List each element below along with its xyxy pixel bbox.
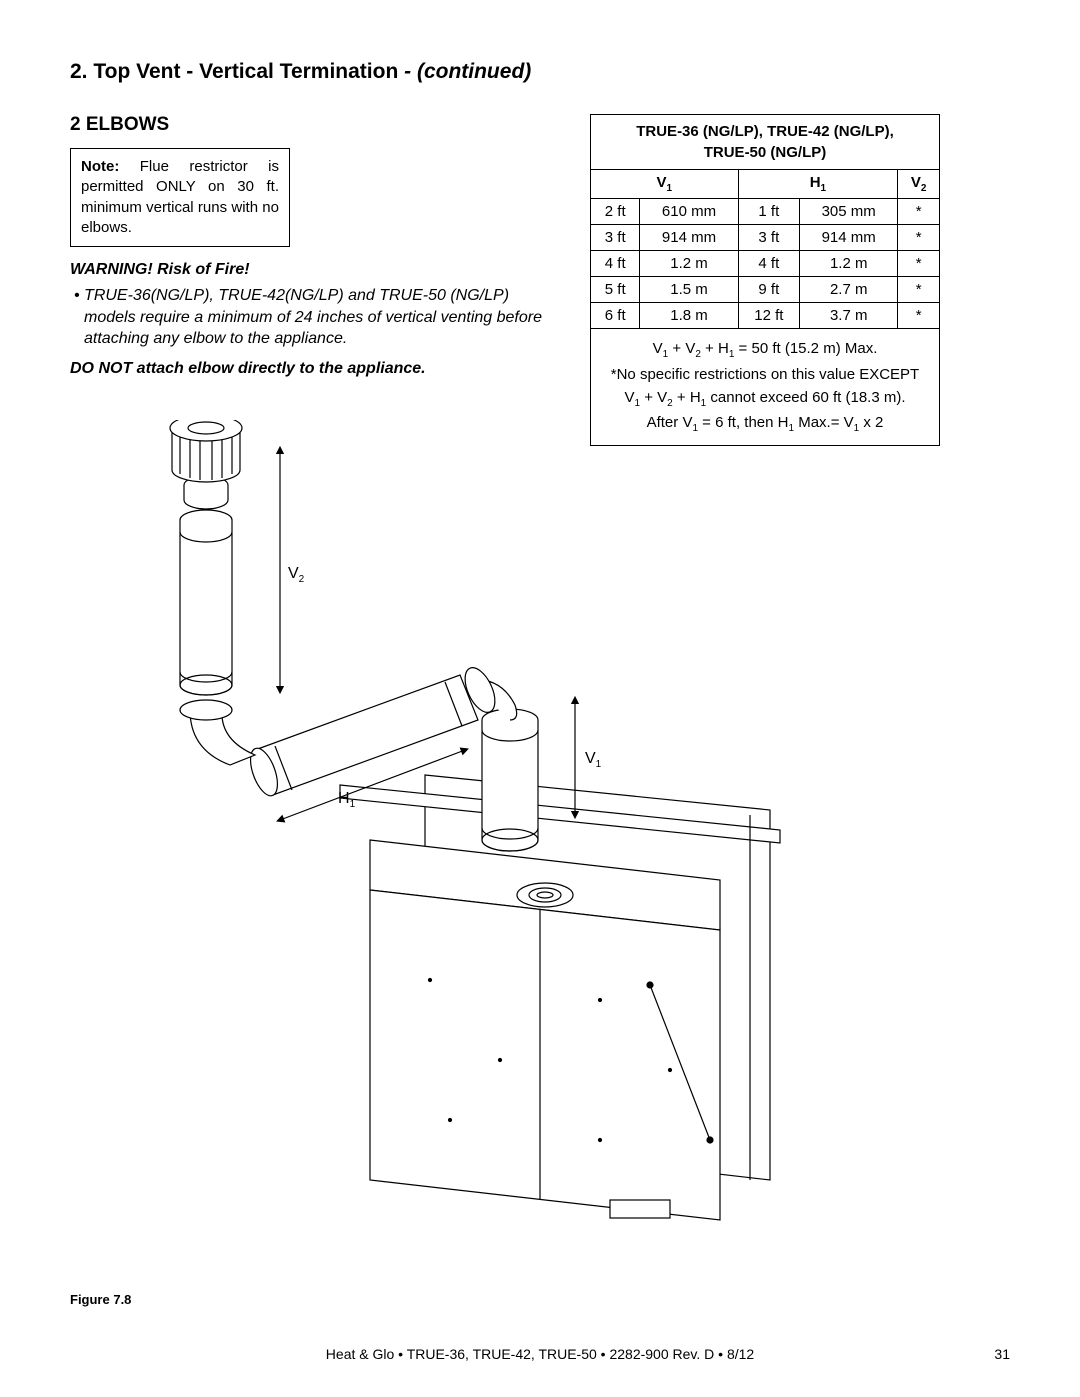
- table-caption: TRUE-36 (NG/LP), TRUE-42 (NG/LP), TRUE-5…: [590, 114, 940, 169]
- col-v1: V1: [591, 170, 739, 199]
- caption-line1: TRUE-36 (NG/LP), TRUE-42 (NG/LP),: [636, 123, 894, 140]
- figure-caption: Figure 7.8: [70, 1292, 131, 1307]
- page: 2. Top Vent - Vertical Termination - (co…: [0, 0, 1080, 1397]
- diagram-svg: [70, 420, 830, 1260]
- col-h1: H1: [738, 170, 898, 199]
- vent-dimensions-table: V1 H1 V2 2 ft610 mm1 ft305 mm* 3 ft914 m…: [590, 169, 940, 329]
- caption-line2: TRUE-50 (NG/LP): [704, 144, 827, 161]
- do-not-text: DO NOT attach elbow directly to the appl…: [70, 360, 560, 378]
- col-v2: V2: [898, 170, 940, 199]
- header-row: V1 H1 V2: [591, 170, 940, 199]
- note-label: Note:: [81, 158, 119, 175]
- label-h1: H1: [338, 790, 355, 810]
- table-row: 6 ft1.8 m12 ft3.7 m*: [591, 303, 940, 329]
- title-main: 2. Top Vent - Vertical Termination: [70, 60, 404, 83]
- table-row: 5 ft1.5 m9 ft2.7 m*: [591, 277, 940, 303]
- subheading-elbows: 2 ELBOWS: [70, 114, 560, 136]
- table-row: 3 ft914 mm3 ft914 mm*: [591, 225, 940, 251]
- note-box: Note: Flue restrictor is permitted ONLY …: [70, 148, 290, 247]
- section-title: 2. Top Vent - Vertical Termination - (co…: [70, 60, 1010, 84]
- left-column: 2 ELBOWS Note: Flue restrictor is permit…: [70, 114, 560, 446]
- table-row: 2 ft610 mm1 ft305 mm*: [591, 199, 940, 225]
- table-row: 4 ft1.2 m4 ft1.2 m*: [591, 251, 940, 277]
- bullet-text: TRUE-36(NG/LP), TRUE-42(NG/LP) and TRUE-…: [70, 285, 560, 350]
- label-v2: V2: [288, 565, 304, 585]
- title-continued: - (continued): [404, 60, 531, 83]
- label-v1: V1: [585, 750, 601, 770]
- two-column-layout: 2 ELBOWS Note: Flue restrictor is permit…: [70, 114, 1010, 446]
- page-footer: Heat & Glo • TRUE-36, TRUE-42, TRUE-50 •…: [0, 1346, 1080, 1362]
- warning-heading: WARNING! Risk of Fire!: [70, 261, 560, 279]
- vent-diagram: V2 H1 V1: [70, 420, 830, 1260]
- page-number: 31: [994, 1346, 1010, 1362]
- right-column: TRUE-36 (NG/LP), TRUE-42 (NG/LP), TRUE-5…: [590, 114, 940, 446]
